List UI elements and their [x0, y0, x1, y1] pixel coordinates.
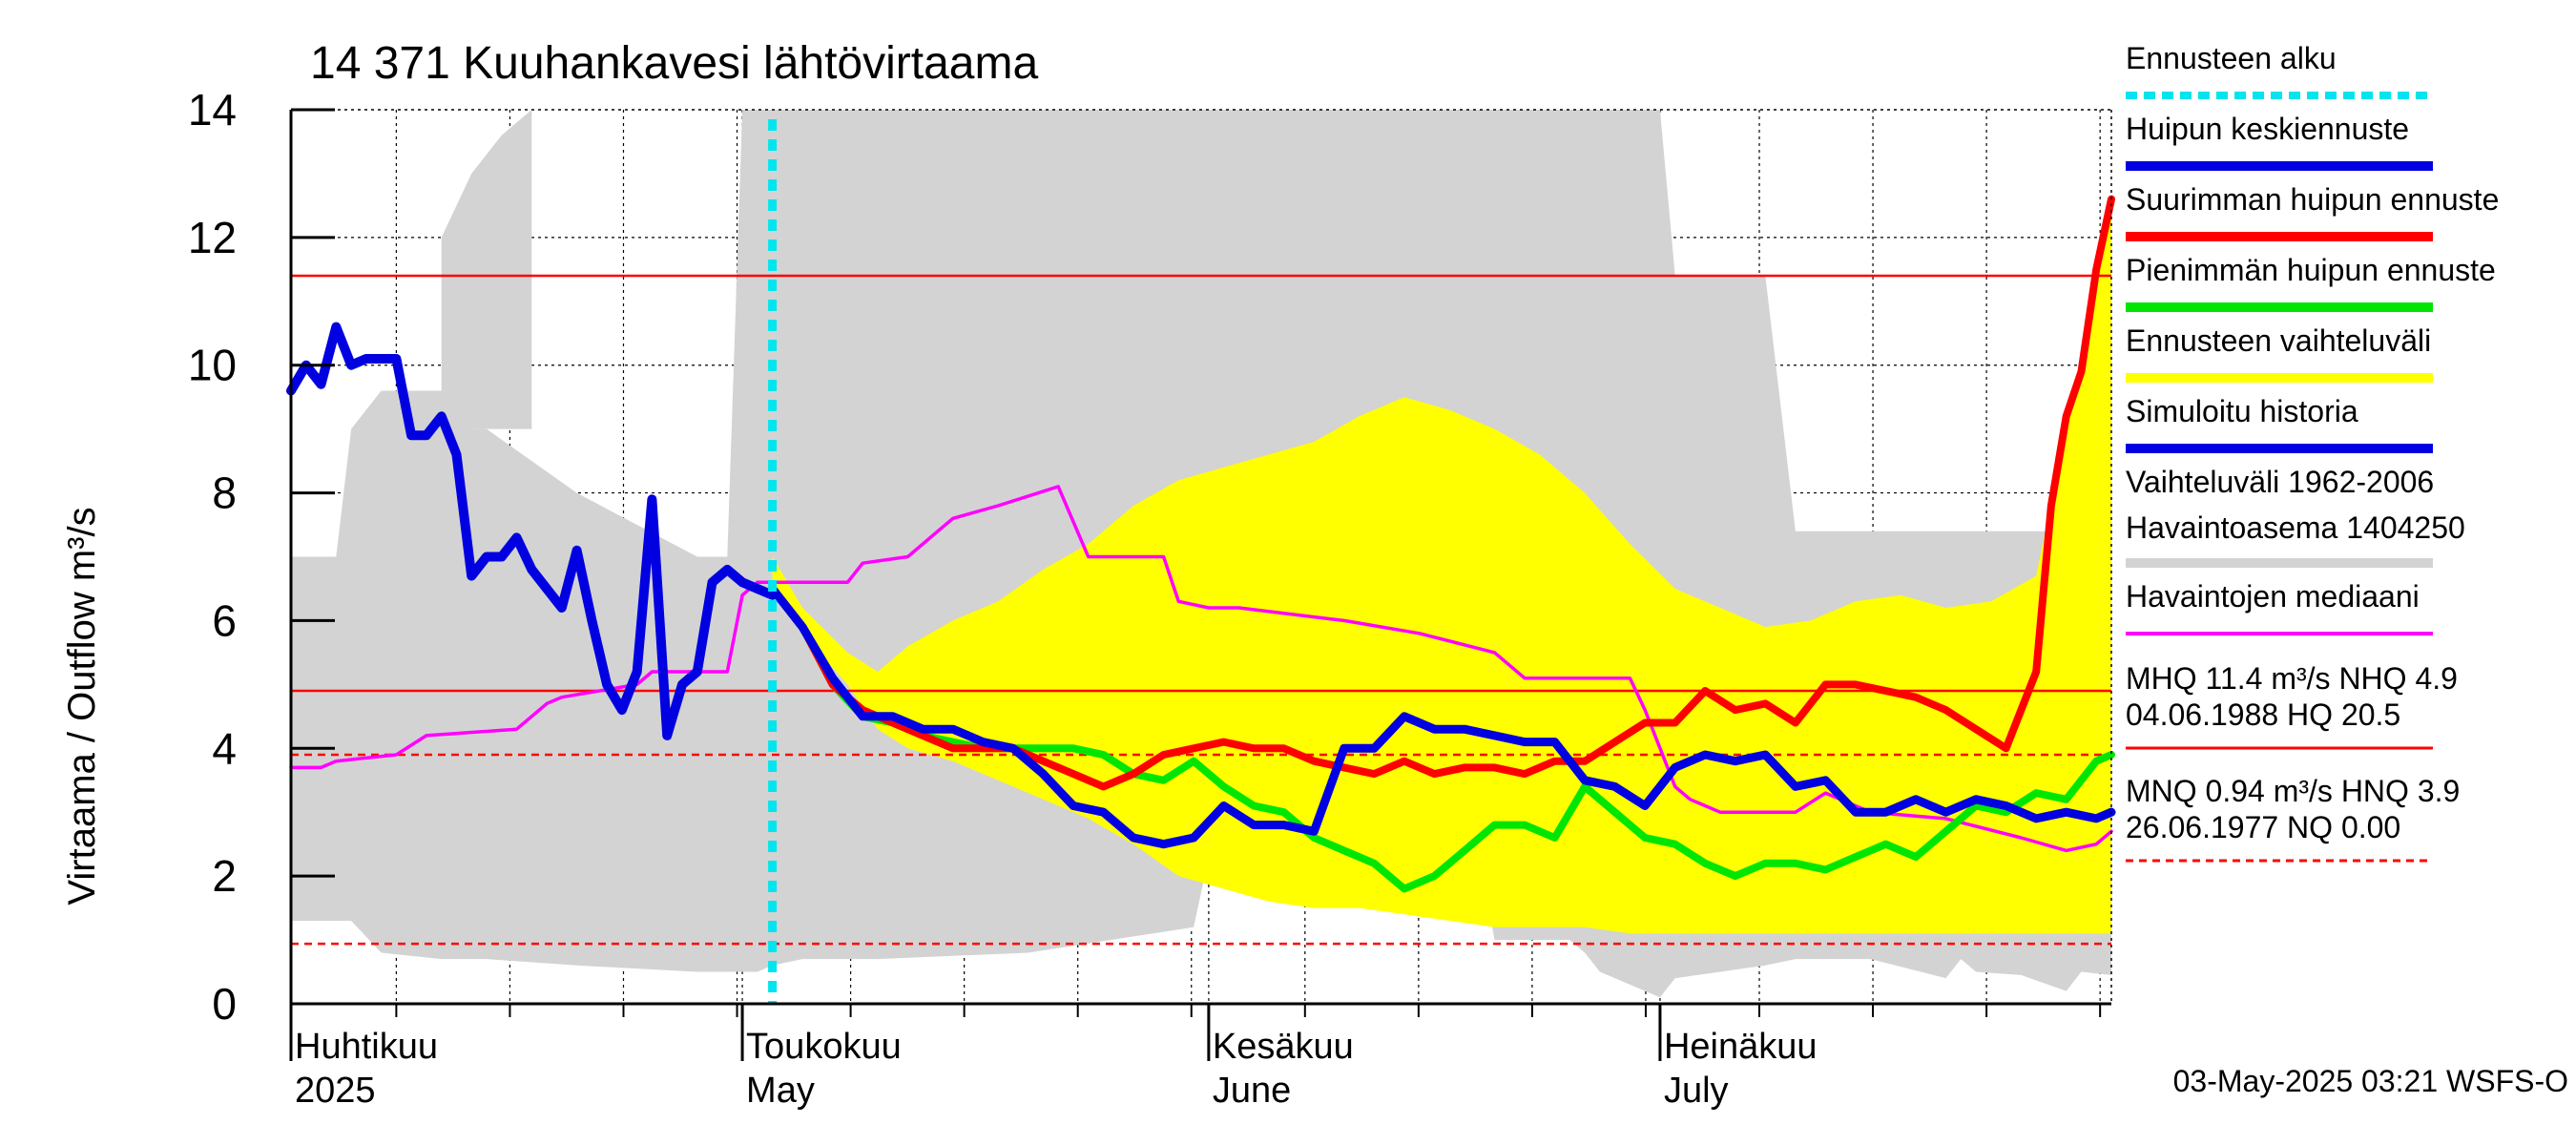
stats-line: MNQ 0.94 m³/s HNQ 3.9 [2126, 774, 2460, 808]
y-tick-label: 6 [212, 595, 237, 645]
series-line-simulated-history [286, 322, 778, 740]
legend-label-simulated-history: Simuloitu historia [2126, 394, 2358, 428]
legend-label-historical-range: Vaihteluväli 1962-2006 [2126, 465, 2434, 499]
x-tick-label: Toukokuu [746, 1027, 902, 1067]
legend-label-historical-range-line2: Havaintoasema 1404250 [2126, 510, 2465, 545]
x-tick-label-sub: June [1213, 1071, 1291, 1111]
footer-timestamp: 03-May-2025 03:21 WSFS-O [2173, 1064, 2568, 1098]
stats-line: MHQ 11.4 m³/s NHQ 4.9 [2126, 661, 2458, 696]
series-line-median [289, 485, 2113, 853]
x-tick-label-sub: July [1664, 1071, 1729, 1111]
x-tick-label: Heinäkuu [1664, 1027, 1818, 1067]
forecast-range-area [772, 198, 2111, 934]
x-tick-label-sub: 2025 [295, 1071, 376, 1111]
y-axis-label: Virtaama / Outflow m³/s [61, 507, 103, 905]
y-tick-label: 2 [212, 851, 237, 901]
legend-label-min-peak: Pienimmän huipun ennuste [2126, 253, 2496, 287]
legend-label-forecast-range: Ennusteen vaihteluväli [2126, 323, 2431, 358]
y-tick-label: 14 [188, 85, 237, 135]
forecast-range-band [772, 198, 2111, 934]
historical-range-band-peak [441, 110, 532, 429]
series-line-mean-peak [768, 584, 2116, 849]
stats-date-line: 04.06.1988 HQ 20.5 [2126, 697, 2400, 732]
legend-label-mean-peak: Huipun keskiennuste [2126, 112, 2409, 146]
x-tick-label: Kesäkuu [1213, 1027, 1354, 1067]
y-tick-label: 10 [188, 341, 237, 390]
statistics-panel: MHQ 11.4 m³/s NHQ 4.904.06.1988 HQ 20.5 M… [2126, 661, 2460, 863]
y-tick-label: 12 [188, 213, 237, 262]
chart-title: 14 371 Kuuhankavesi lähtövirtaama [310, 38, 1038, 89]
y-tick-label: 8 [212, 468, 237, 518]
stats-date-line: 26.06.1977 NQ 0.00 [2126, 810, 2400, 844]
legend: Ennusteen alku Huipun keskiennuste Suurimm… [2126, 41, 2499, 635]
legend-label-forecast-start: Ennusteen alku [2126, 41, 2337, 75]
x-tick-label-sub: May [746, 1071, 815, 1111]
y-tick-label: 4 [212, 723, 237, 773]
legend-label-max-peak: Suurimman huipun ennuste [2126, 182, 2499, 217]
y-tick-label: 0 [212, 979, 237, 1029]
series-lines [286, 195, 2116, 893]
legend-label-median: Havaintojen mediaani [2126, 579, 2420, 614]
x-tick-label: Huhtikuu [295, 1027, 438, 1067]
